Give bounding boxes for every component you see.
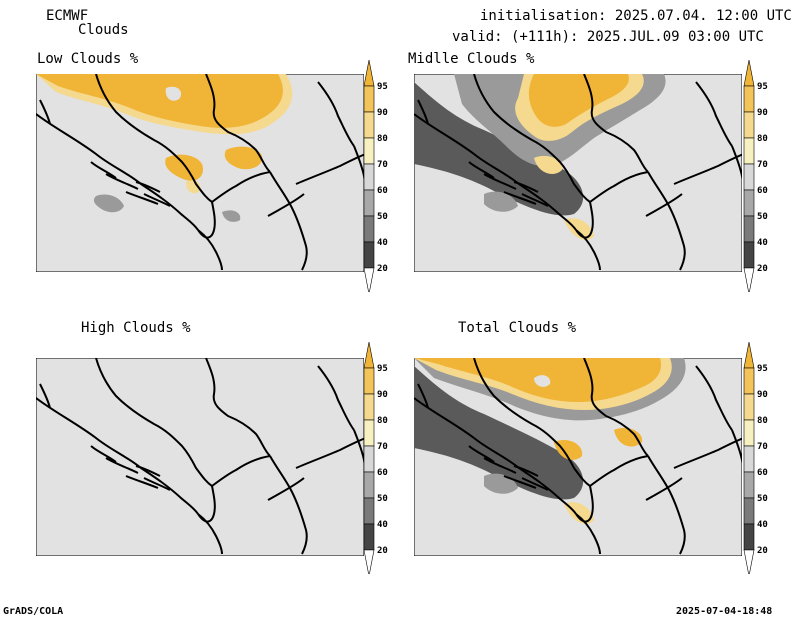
colorbar-box [743, 189, 755, 217]
colorbar-label: 80 [377, 134, 388, 144]
colorbar-label: 90 [757, 108, 768, 118]
colorbar-label: 50 [377, 494, 388, 504]
colorbar-top-arrow [743, 342, 755, 369]
high-colorbar: 95 90 80 70 60 50 40 20 [362, 342, 394, 574]
colorbar-label: 80 [377, 416, 388, 426]
colorbar-label: 50 [757, 494, 768, 504]
colorbar-box [363, 367, 375, 395]
colorbar-label: 40 [757, 520, 768, 530]
colorbar-box [363, 189, 375, 217]
colorbar-box [363, 137, 375, 165]
colorbar-label: 20 [757, 546, 768, 556]
colorbar-box [363, 85, 375, 113]
high-clouds-title: High Clouds % [81, 320, 191, 336]
colorbar-label: 95 [377, 364, 388, 374]
colorbar-bottom-arrow [363, 549, 375, 574]
colorbar-box [743, 471, 755, 499]
colorbar-box [743, 111, 755, 139]
colorbar-box [363, 445, 375, 473]
product-name: Clouds [78, 22, 129, 38]
total-clouds-map [414, 358, 742, 556]
total-clouds-title: Total Clouds % [458, 320, 577, 336]
colorbar-label: 60 [377, 468, 388, 478]
colorbar-label: 40 [757, 238, 768, 248]
colorbar-label: 20 [377, 546, 388, 556]
colorbar-label: 95 [757, 364, 768, 374]
colorbar-label: 95 [757, 82, 768, 92]
colorbar-box [363, 471, 375, 499]
colorbar-label: 95 [377, 82, 388, 92]
model-name: ECMWF [46, 8, 89, 24]
colorbar-label: 40 [377, 520, 388, 530]
colorbar-box [363, 163, 375, 191]
colorbar-box [743, 367, 755, 395]
colorbar-label: 70 [377, 160, 388, 170]
colorbar-label: 70 [757, 442, 768, 452]
colorbar-label: 90 [377, 390, 388, 400]
colorbar-box [743, 419, 755, 447]
colorbar-box [743, 215, 755, 243]
colorbar-top-arrow [363, 342, 375, 369]
colorbar-label: 20 [757, 264, 768, 274]
colorbar-top-arrow [743, 60, 755, 87]
colorbar-bottom-arrow [743, 267, 755, 292]
initialisation-time: initialisation: 2025.07.04. 12:00 UTC [480, 8, 792, 24]
colorbar-label: 80 [757, 134, 768, 144]
low-colorbar: 95 90 80 70 60 50 40 20 [362, 60, 394, 292]
colorbar-top-arrow [363, 60, 375, 87]
colorbar-box [363, 393, 375, 421]
colorbar-label: 50 [377, 212, 388, 222]
colorbar-box [363, 215, 375, 243]
high-clouds-map [36, 358, 364, 556]
colorbar-label: 20 [377, 264, 388, 274]
low-clouds-map [36, 74, 364, 272]
colorbar-box [743, 445, 755, 473]
low-clouds-title: Low Clouds % [37, 51, 139, 67]
colorbar-label: 90 [757, 390, 768, 400]
footer-left: GrADS/COLA [3, 606, 64, 617]
total-colorbar: 95 90 80 70 60 50 40 20 [742, 342, 774, 574]
colorbar-box [743, 137, 755, 165]
colorbar-box [743, 163, 755, 191]
colorbar-label: 70 [757, 160, 768, 170]
colorbar-box [743, 393, 755, 421]
colorbar-bottom-arrow [743, 549, 755, 574]
footer-right: 2025-07-04-18:48 [676, 606, 773, 617]
colorbar-box [743, 497, 755, 525]
colorbar-box [363, 497, 375, 525]
colorbar-label: 90 [377, 108, 388, 118]
colorbar-label: 60 [377, 186, 388, 196]
colorbar-label: 50 [757, 212, 768, 222]
colorbar-box [363, 523, 375, 551]
colorbar-box [363, 419, 375, 447]
colorbar-label: 60 [757, 468, 768, 478]
colorbar-label: 60 [757, 186, 768, 196]
middle-clouds-map [414, 74, 742, 272]
colorbar-box [363, 111, 375, 139]
colorbar-bottom-arrow [363, 267, 375, 292]
colorbar-label: 40 [377, 238, 388, 248]
colorbar-box [743, 523, 755, 551]
colorbar-box [743, 241, 755, 269]
colorbar-box [363, 241, 375, 269]
colorbar-box [743, 85, 755, 113]
middle-colorbar: 95 90 80 70 60 50 40 20 [742, 60, 774, 292]
colorbar-label: 80 [757, 416, 768, 426]
colorbar-label: 70 [377, 442, 388, 452]
valid-time: valid: (+111h): 2025.JUL.09 03:00 UTC [452, 29, 764, 45]
middle-clouds-title: Midlle Clouds % [408, 51, 535, 67]
